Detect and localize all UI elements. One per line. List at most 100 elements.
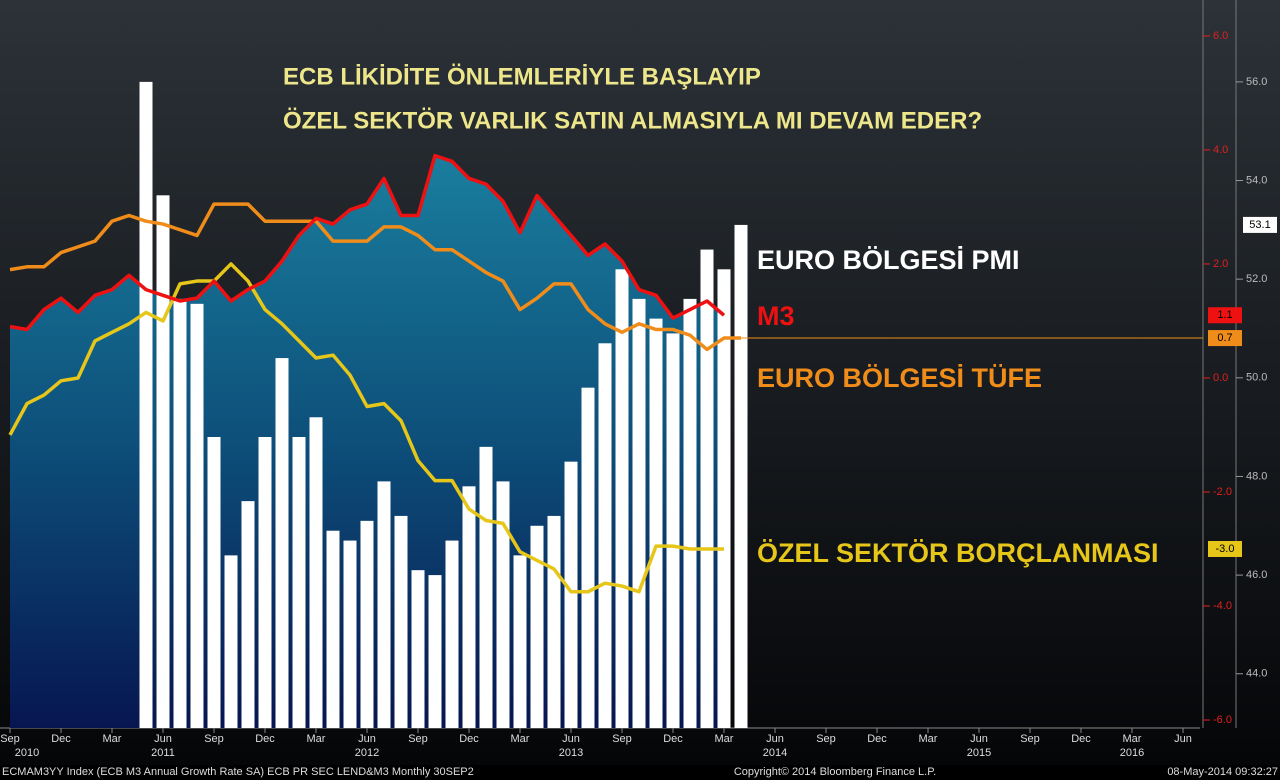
x-year-label: 2016 — [1120, 747, 1144, 759]
x-tick-label: Jun — [970, 733, 988, 745]
bar — [615, 269, 629, 728]
footer-left: ECMAM3YY Index (ECB M3 Annual Growth Rat… — [2, 766, 474, 778]
y2-tick-label: 50.0 — [1246, 372, 1267, 384]
bar — [258, 436, 272, 728]
x-tick-label: Sep — [204, 733, 224, 745]
x-year-label: 2012 — [355, 747, 379, 759]
y-tick-label: -6.0 — [1213, 714, 1232, 726]
x-tick-label: Dec — [663, 733, 683, 745]
x-tick-label: Sep — [408, 733, 428, 745]
bar — [547, 515, 561, 728]
x-year-label: 2011 — [151, 747, 175, 759]
x-tick-label: Jun — [154, 733, 172, 745]
bar — [394, 515, 408, 728]
area — [10, 155, 724, 728]
end-label-box — [1243, 216, 1277, 233]
x-tick-label: Mar — [1123, 733, 1142, 745]
bar — [462, 486, 476, 728]
x-year-label: 2015 — [967, 747, 991, 759]
x-tick-label: Mar — [307, 733, 326, 745]
x-tick-label: Mar — [103, 733, 122, 745]
x-tick-label: Sep — [1020, 733, 1040, 745]
x-tick-label: Dec — [867, 733, 887, 745]
bar — [156, 195, 170, 728]
bar — [530, 525, 544, 728]
title-line: ÖZEL SEKTÖR VARLIK SATIN ALMASIYLA MI DE… — [283, 107, 982, 134]
bar — [581, 387, 595, 728]
y-tick-label: -4.0 — [1213, 600, 1232, 612]
bar — [683, 298, 697, 728]
x-tick-label: Sep — [612, 733, 632, 745]
bar — [207, 436, 221, 728]
bar — [513, 555, 527, 728]
y-tick-label: 2.0 — [1213, 258, 1228, 270]
bar — [360, 520, 374, 728]
bar — [598, 343, 612, 728]
x-tick-label: Jun — [1174, 733, 1192, 745]
title-line: ECB LİKİDİTE ÖNLEMLERİYLE BAŞLAYIP — [283, 63, 761, 90]
x-tick-label: Dec — [1071, 733, 1091, 745]
bar — [139, 81, 153, 728]
end-label-box — [1208, 540, 1242, 557]
y-tick-label: 6.0 — [1213, 30, 1228, 42]
legend-label: EURO BÖLGESİ PMI — [757, 245, 1020, 275]
legend-label: ÖZEL SEKTÖR BORÇLANMASI — [757, 538, 1159, 568]
footer-right: 08-May-2014 09:32:27 — [1167, 766, 1278, 778]
line — [9, 153, 726, 332]
bar — [717, 269, 731, 728]
bar — [496, 481, 510, 728]
y2-tick-label: 52.0 — [1246, 273, 1267, 285]
end-label: -3.0 — [1216, 543, 1235, 555]
footer-center: Copyright© 2014 Bloomberg Finance L.P. — [734, 766, 936, 778]
x-tick-label: Sep — [816, 733, 836, 745]
bar — [309, 417, 323, 728]
bar — [411, 570, 425, 728]
bar — [326, 530, 340, 728]
x-tick-label: Sep — [0, 733, 20, 745]
y-tick-label: 4.0 — [1213, 144, 1228, 156]
bar — [734, 224, 748, 728]
bar — [292, 436, 306, 728]
bar — [275, 358, 289, 728]
y2-tick-label: 46.0 — [1246, 569, 1267, 581]
x-tick-label: Mar — [511, 733, 530, 745]
x-tick-label: Mar — [919, 733, 938, 745]
bar — [224, 555, 238, 728]
end-label: 53.1 — [1249, 219, 1270, 231]
x-tick-label: Jun — [358, 733, 376, 745]
bar — [173, 298, 187, 728]
bar — [241, 501, 255, 728]
end-label-box — [1208, 330, 1242, 347]
bar — [666, 333, 680, 728]
bar — [445, 540, 459, 728]
bar — [377, 481, 391, 728]
bar — [479, 446, 493, 728]
legend-label: M3 — [757, 301, 795, 331]
bar — [700, 249, 714, 728]
end-label: 1.1 — [1217, 309, 1232, 321]
bar — [632, 298, 646, 728]
line — [8, 262, 724, 594]
bar — [649, 318, 663, 728]
bar — [343, 540, 357, 728]
x-year-label: 2014 — [763, 747, 787, 759]
bar — [428, 575, 442, 728]
x-tick-label: Jun — [766, 733, 784, 745]
y-tick-label: 0.0 — [1213, 372, 1228, 384]
y2-tick-label: 54.0 — [1246, 174, 1267, 186]
end-label: 0.7 — [1217, 332, 1232, 344]
legend-label: EURO BÖLGESİ TÜFE — [757, 363, 1042, 393]
y2-tick-label: 44.0 — [1246, 668, 1267, 680]
x-tick-label: Mar — [715, 733, 734, 745]
x-tick-label: Dec — [51, 733, 71, 745]
end-label-box — [1208, 307, 1242, 324]
y2-tick-label: 48.0 — [1246, 470, 1267, 482]
bar — [190, 303, 204, 728]
y-tick-label: -2.0 — [1213, 486, 1232, 498]
y2-tick-label: 56.0 — [1246, 76, 1267, 88]
footer-bar — [0, 765, 1280, 780]
plot: 6.0 4.0 2.0 0.0 -2.0 -4.0 -6.0 56.0 54.0 52.0 50.0… — [0, 0, 1277, 759]
x-tick-label: Dec — [255, 733, 275, 745]
x-year-label: 2013 — [559, 747, 583, 759]
